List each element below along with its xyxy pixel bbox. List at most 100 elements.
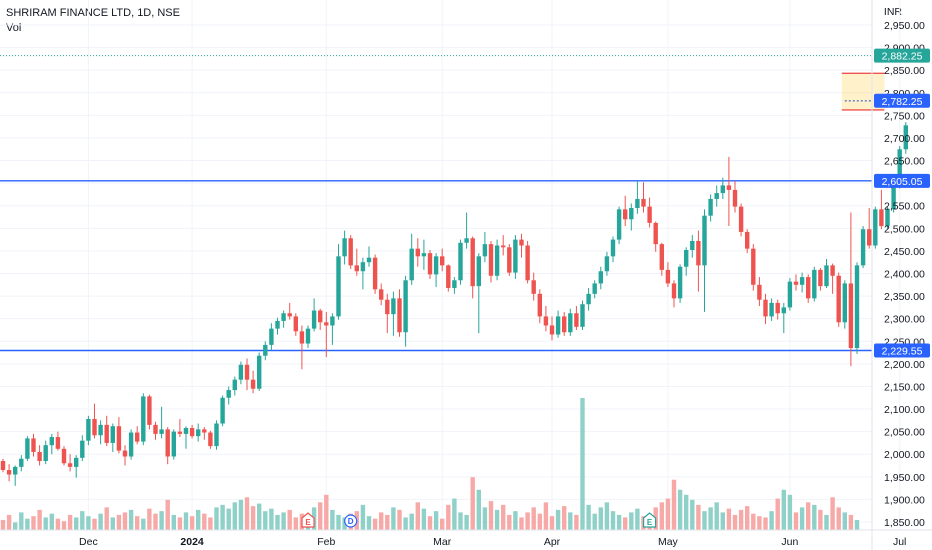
volume-bar: [372, 518, 378, 530]
candle-body: [98, 424, 103, 436]
volume-bar: [165, 499, 170, 530]
candle-body: [635, 198, 640, 208]
price-tick-label: 2,200.00: [884, 359, 925, 371]
volume-bar: [366, 516, 372, 530]
volume-bar: [98, 513, 103, 530]
candle-body: [244, 364, 250, 380]
candle-body: [738, 206, 744, 232]
volume-bar: [226, 508, 231, 530]
volume-bar: [507, 514, 512, 530]
volume-bar: [726, 508, 732, 530]
time-tick-label: May: [658, 536, 679, 548]
volume-bar: [104, 507, 109, 530]
candle-body: [537, 293, 542, 317]
price-tick-label: 2,300.00: [884, 314, 925, 326]
volume-bar: [92, 518, 97, 530]
candle-body: [238, 364, 244, 380]
candle-body: [122, 450, 128, 457]
event-letter: D: [348, 517, 354, 526]
candle-body: [0, 461, 6, 471]
symbol-title[interactable]: SHRIRAM FINANCE LTD, 1D, NSE: [6, 7, 180, 19]
candles[interactable]: [0, 122, 908, 486]
candle-body: [433, 256, 439, 275]
candle-body: [37, 451, 42, 462]
volume-bar: [555, 509, 561, 530]
time-axis[interactable]: Dec 2024 Feb Mar Apr May Jun Jul: [79, 536, 906, 548]
grid-lines: [0, 0, 901, 530]
candle-body: [641, 198, 646, 207]
candle-body: [592, 283, 597, 294]
volume-bar: [854, 519, 860, 530]
volume-bar: [781, 489, 786, 530]
time-tick-label: Apr: [544, 536, 561, 548]
volume-bar: [293, 517, 298, 530]
price-tick-label: 2,750.00: [884, 110, 925, 122]
candle-body: [86, 418, 91, 441]
candle-body: [867, 229, 872, 246]
candle-body: [318, 310, 323, 323]
volume-bar: [824, 514, 829, 530]
volume-bar: [379, 512, 384, 530]
volume-bar: [122, 512, 128, 530]
volume-bar: [751, 513, 756, 530]
candle-body: [696, 240, 701, 266]
candle-body: [720, 185, 725, 194]
volume-bar: [757, 516, 762, 530]
candle-body: [153, 424, 158, 434]
volume-bar: [464, 514, 469, 530]
candle-body: [257, 355, 262, 389]
volume-bar: [214, 507, 219, 530]
volume-bar: [74, 517, 79, 530]
price-tick-label: 2,950.00: [884, 20, 925, 32]
candle-body: [135, 432, 140, 442]
volume-bar: [848, 514, 854, 530]
volume-bar: [135, 516, 140, 530]
volume-bar: [458, 512, 463, 530]
candle-body: [799, 277, 805, 285]
candle-body: [440, 256, 445, 266]
candle-body: [488, 244, 494, 276]
price-tick-label: 2,700.00: [884, 133, 925, 145]
volume-bar: [141, 518, 146, 530]
volume-bar: [677, 489, 683, 530]
volume-bar: [183, 512, 189, 530]
volume-bar: [196, 509, 201, 530]
candle-body: [818, 269, 823, 287]
candle-body: [860, 229, 866, 266]
volume-bar: [568, 512, 573, 530]
candle-body: [494, 245, 500, 276]
price-level-lines[interactable]: [0, 55, 872, 352]
candle-body: [726, 185, 732, 190]
price-badges: 2,882.25 2,782.25 2,605.05 2,229.55: [874, 48, 930, 358]
price-tick-label: 2,400.00: [884, 269, 925, 281]
candle-body: [464, 238, 469, 243]
volume-bar: [318, 502, 323, 530]
candle-body: [665, 269, 671, 284]
volume-bar: [275, 514, 280, 530]
candle-body: [836, 275, 841, 323]
volume-bar: [159, 511, 164, 530]
reference-price-badge-text: 2,782.25: [882, 96, 923, 108]
volume-bar: [708, 507, 713, 530]
candle-body: [580, 304, 585, 327]
candle-body: [745, 231, 750, 249]
candle-body: [751, 248, 756, 285]
candle-body: [415, 248, 420, 257]
candle-body: [43, 445, 48, 462]
level-price-badge: [874, 343, 930, 358]
currency-label[interactable]: INR: [883, 6, 902, 18]
candle-body: [67, 463, 73, 467]
candle-body: [25, 438, 30, 459]
candle-body: [202, 429, 207, 433]
volume-bar: [31, 516, 36, 530]
candle-body: [604, 256, 610, 272]
candle-body: [61, 448, 67, 464]
candle-body: [757, 284, 762, 300]
candle-body: [263, 344, 268, 356]
volume-bar: [55, 518, 61, 530]
volume-bar: [586, 504, 591, 530]
volume-bar: [43, 517, 48, 530]
candle-body: [299, 331, 305, 344]
